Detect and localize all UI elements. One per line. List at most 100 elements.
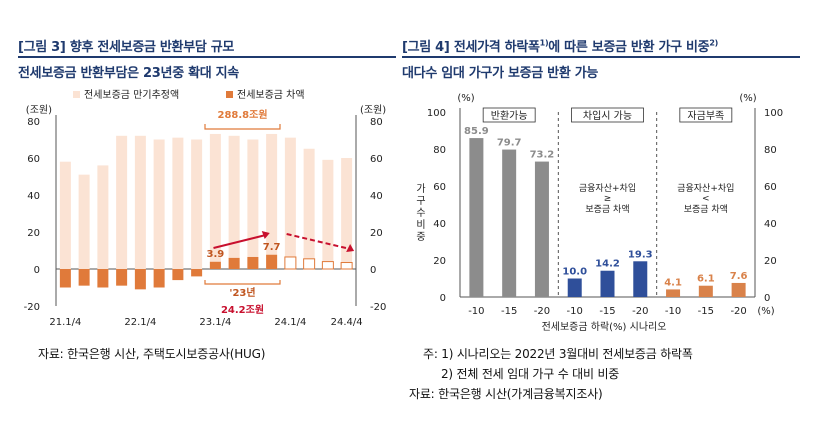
right-y-tick: 60 [370, 154, 383, 165]
left-y-tick: 0 [34, 265, 40, 276]
right-chart-left-tick: 20 [433, 256, 446, 267]
right-chart-right-tick: 40 [764, 219, 777, 230]
right-title-sup1: 1) [539, 38, 549, 48]
scenario-bar-label: 85.9 [464, 126, 489, 137]
right-y-tick: 40 [370, 191, 383, 202]
deposit-diff-data-label: 7.7 [263, 242, 281, 253]
right-y-tick: 0 [370, 265, 376, 276]
up-trend-arrow-line [213, 234, 266, 249]
right-y-tick: -20 [370, 302, 386, 313]
left-y-tick: 80 [27, 117, 40, 128]
panel-title: 자금부족 [687, 110, 724, 122]
x-tick-label: 24.1/4 [274, 317, 306, 328]
scenario-bar-label: 19.3 [628, 249, 653, 260]
maturity-bar [322, 159, 334, 269]
right-note-1: 주: 1) 시나리오는 2022년 3월대비 전세보증금 하락폭 [423, 347, 693, 361]
right-axis-unit: (조원) [360, 104, 386, 116]
panel-note-line3: 보증금 차액 [684, 203, 728, 215]
x-tick-label: 21.1/4 [49, 317, 81, 328]
deposit-diff-bar [153, 269, 165, 288]
deposit-diff-bar [116, 269, 128, 286]
panel-note-line3: 보증금 차액 [585, 203, 629, 215]
right-figure-title-text: 전세가격 하락폭 [453, 40, 540, 55]
right-chart-left-tick: 40 [433, 219, 446, 230]
maturity-bar [116, 135, 128, 269]
callout-year: '23년 [229, 286, 255, 299]
scenario-x-tick: -20 [632, 306, 648, 317]
callout-diff-sum: 24.2조원 [221, 303, 264, 316]
right-note-2: 2) 전체 전세 임대 가구 수 대비 비중 [441, 367, 620, 381]
right-chart-left-tick: 60 [433, 182, 446, 193]
maturity-bar [134, 135, 146, 269]
panel-note-line2: < [702, 194, 710, 204]
right-chart-right-tick: 0 [764, 293, 770, 304]
scenario-x-tick: -10 [665, 306, 681, 317]
deposit-diff-bar [321, 261, 334, 270]
callout-maturity-sum: 288.8조원 [217, 108, 267, 121]
panel-note-line1: 금융자산+차입 [677, 182, 734, 194]
panel-note-line2: ≥ [604, 194, 612, 204]
right-chart-ylabel-char: 가 [416, 183, 425, 195]
scenario-x-tick: -20 [730, 306, 746, 317]
scenario-bar [633, 261, 648, 297]
left-axis-unit: (조원) [26, 104, 52, 116]
right-chart-left-tick: 80 [433, 145, 446, 156]
right-chart-x-unit: (%) [757, 306, 774, 317]
panel-note-line1: 금융자산+차입 [579, 182, 636, 194]
deposit-diff-bar [303, 258, 316, 270]
right-figure-title-rest: 에 따른 보증금 반환 가구 비중 [548, 40, 710, 55]
scenario-x-tick: -15 [501, 306, 517, 317]
left-y-tick: 20 [27, 228, 40, 239]
scenario-bar-label: 6.1 [697, 274, 715, 285]
maturity-bar [78, 174, 90, 269]
panel-title: 차입시 가능 [583, 109, 632, 122]
right-y-tick: 80 [370, 117, 383, 128]
scenario-bar [698, 285, 713, 297]
deposit-diff-bar [284, 256, 297, 270]
scenario-bar-label: 4.1 [664, 277, 682, 288]
x-tick-label: 24.4/4 [331, 317, 363, 328]
deposit-diff-bar [247, 256, 259, 269]
legend-label-maturity: 전세보증금 만기추정액 [84, 89, 179, 101]
maturity-bar [209, 133, 221, 269]
right-chart-ylabel-char: 구 [416, 196, 425, 207]
scenario-x-tick: -15 [599, 306, 615, 317]
panel-title-box [679, 107, 733, 123]
right-chart-xlabel: 전세보증금 하락(%) 시나리오 [542, 320, 667, 333]
bracket-2023-bottom [204, 280, 281, 285]
right-chart-right-tick: 100 [764, 108, 783, 119]
right-chart-ylabel-char: 비 [416, 219, 425, 231]
deposit-diff-bar [209, 261, 221, 269]
maturity-bar [97, 165, 109, 269]
down-trend-arrow-head [346, 244, 355, 252]
panel-title-box [482, 107, 536, 123]
right-subtitle: 대다수 임대 가구가 보증금 반환 가능 [402, 66, 599, 81]
scenario-bar-label: 79.7 [497, 138, 522, 149]
x-tick-label: 22.1/4 [124, 317, 156, 328]
left-y-tick: 60 [27, 154, 40, 165]
down-trend-arrow-line [286, 233, 351, 250]
scenario-x-tick: -20 [534, 306, 550, 317]
x-tick-label: 23.1/4 [199, 317, 231, 328]
deposit-diff-bar [134, 269, 146, 290]
panel-title-box [571, 107, 644, 123]
deposit-diff-bar [59, 269, 71, 288]
right-chart-left-tick: 0 [440, 293, 446, 304]
scenario-bar-label: 73.2 [530, 150, 555, 161]
right-chart-ylabel-char: 수 [416, 207, 425, 219]
maturity-bar [303, 148, 315, 269]
left-y-tick: -20 [24, 302, 40, 313]
deposit-diff-bar [340, 262, 353, 270]
maturity-bar [191, 139, 203, 269]
left-title-rule [18, 56, 396, 58]
maturity-bar [247, 139, 259, 269]
left-y-tick: 40 [27, 191, 40, 202]
deposit-diff-bar [228, 257, 240, 269]
scenario-x-tick: -15 [698, 306, 714, 317]
maturity-bar [284, 137, 296, 269]
scenario-bar-label: 10.0 [562, 267, 587, 278]
scenario-bar [534, 161, 549, 297]
left-source: 자료: 한국은행 시산, 주택도시보증공사(HUG) [38, 347, 266, 361]
legend-swatch-diff [226, 91, 233, 98]
scenario-bar [666, 289, 681, 297]
